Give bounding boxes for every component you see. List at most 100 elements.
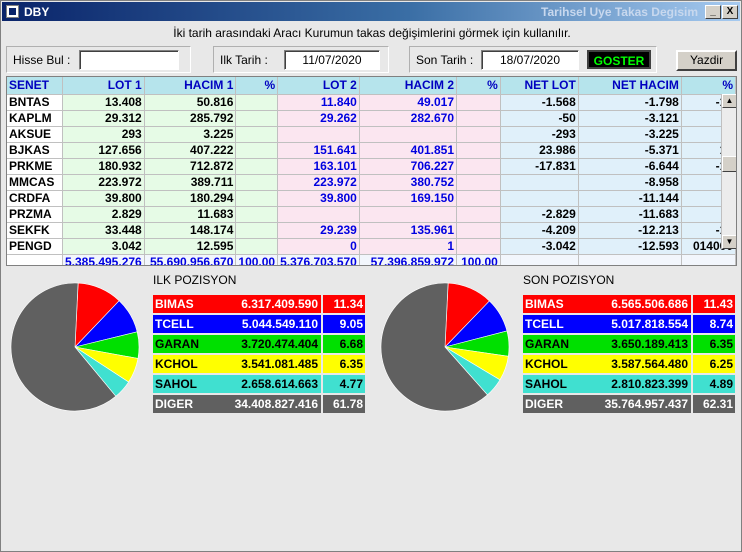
table-row[interactable]: SEKFK 33.448 148.174 29.239 135.961 -4.209 -12… [7,222,736,239]
table-header-row: SENET LOT 1 HACIM 1% LOT 2 HACIM 2% NET LOT NE… [7,77,736,95]
position-title: SON POZISYON [523,273,615,287]
yazdir-button[interactable]: Yazdir [676,50,737,71]
position-percent: 9.05 [323,315,365,333]
total-cell: 57.396.859.972 [359,254,458,265]
table-row[interactable]: BJKAS 127.656 407.222 151.641 401.851 23.986-… [7,142,736,159]
position-percent: 62.31 [693,395,735,413]
table-cell: 3.225 [144,126,237,143]
table-cell [456,190,501,207]
table-cell [235,190,279,207]
ilk-tarih-group [213,46,389,73]
position-value: 2.810.823.399 [523,375,691,393]
title-bar[interactable]: DBY Tarihsel Uye Takas Degisim _ X [2,2,740,21]
scroll-up-icon[interactable]: ▲ [722,94,736,108]
table-cell [500,190,579,207]
hisse-search-input[interactable] [79,50,179,70]
table-cell: 1 [359,238,458,255]
table-cell: 148.174 [144,222,237,239]
position-row: 6.317.409.590 BIMAS 11.34 [153,295,365,313]
position-percent: 4.77 [323,375,365,393]
scroll-down-icon[interactable]: ▼ [722,235,736,249]
row-symbol: BNTAS [7,94,63,111]
position-symbol: GARAN [525,337,569,351]
ilk-pozisyon-panel: ILK POZISYON 6.317.409.590 BIMAS 11.34 5.044… [153,273,365,418]
column-header[interactable]: SENET [7,77,63,95]
position-value: 3.650.189.413 [523,335,691,353]
position-percent: 11.43 [693,295,735,313]
table-cell: -17.831 [500,158,579,175]
position-percent: 8.74 [693,315,735,333]
table-cell [359,126,458,143]
table-cell: 389.711 [144,174,237,191]
scroll-thumb[interactable] [722,156,736,172]
table-cell [235,206,279,223]
goster-button[interactable]: GOSTER [587,50,651,69]
table-cell: 33.448 [62,222,145,239]
position-symbol: SAHOL [155,377,197,391]
ilk-pozisyon-pie-chart [10,282,140,412]
close-button[interactable]: X [722,5,738,19]
column-header[interactable]: NET HACIM [578,77,682,95]
app-name: DBY [24,5,50,19]
position-value: 5.044.549.110 [153,315,321,333]
table-cell: -8.958 [578,174,682,191]
table-row[interactable]: BNTAS 13.408 50.816 11.840 49.017 -1.568 -1.79… [7,94,736,111]
ilk-tarih-field[interactable]: 11/07/2020 [284,50,380,70]
table-cell: 0 [277,238,360,255]
position-symbol: KCHOL [155,357,198,371]
table-row[interactable]: CRDFA 39.800 180.294 39.800 169.150 -11.144 [7,190,736,207]
position-row: 6.565.506.686 BIMAS 11.43 [523,295,735,313]
column-header[interactable]: HACIM 1 [144,77,237,95]
table-cell: 293 [62,126,145,143]
table-cell [456,174,501,191]
row-symbol: CRDFA [7,190,63,207]
table-row[interactable]: AKSUE 293 3.225 -293 -3.225 [7,126,736,143]
total-cell: 100,00 [235,254,279,265]
column-header[interactable]: LOT 1 [62,77,145,95]
position-symbol: DIGER [525,397,564,411]
table-cell [277,126,360,143]
table-cell: 3.042 [62,238,145,255]
position-symbol: TCELL [155,317,194,331]
position-row: 3.650.189.413 GARAN 6.35 [523,335,735,353]
table-row[interactable]: PENGD 3.042 12.595 0 1 -3.042 -12.593 014000 [7,238,736,255]
table-cell: 29.262 [277,110,360,127]
position-value: 34.408.827.416 [153,395,321,413]
table-scrollbar[interactable]: ▲ ▼ [721,94,736,249]
table-cell [235,110,279,127]
table-row[interactable]: KAPLM 29.312 285.792 29.262 282.670 -50 -3.121… [7,110,736,127]
table-row[interactable]: PRKME 180.932 712.872 163.101 706.227 -17.831… [7,158,736,175]
column-header[interactable]: HACIM 2 [359,77,458,95]
total-cell [7,254,63,265]
position-row: 5.017.818.554 TCELL 8.74 [523,315,735,333]
table-cell: 285.792 [144,110,237,127]
table-cell [456,222,501,239]
hisse-group [6,46,191,73]
table-cell [235,158,279,175]
column-header[interactable]: % [235,77,279,95]
table-cell [456,142,501,159]
son-pozisyon-panel: SON POZISYON 6.565.506.686 BIMAS 11.43 5.017… [523,273,735,418]
position-value: 6.317.409.590 [153,295,321,313]
position-title: ILK POZISYON [153,273,237,287]
son-tarih-field[interactable]: 18/07/2020 [481,50,579,70]
total-cell: 55.690.956.670 [144,254,237,265]
position-row: 3.541.081.485 KCHOL 6.35 [153,355,365,373]
table-cell: -6.644 [578,158,682,175]
column-header[interactable]: LOT 2 [277,77,360,95]
table-cell: 49.017 [359,94,458,111]
table-row[interactable]: MMCAS 223.972 389.711 223.972 380.752 -8.958 [7,174,736,191]
column-header[interactable]: % [681,77,736,95]
column-header[interactable]: % [456,77,501,95]
table-cell [456,206,501,223]
table-cell: 29.312 [62,110,145,127]
column-header[interactable]: NET LOT [500,77,579,95]
table-row[interactable]: PRZMA 2.829 11.683 -2.829 -11.683 [7,206,736,223]
minimize-button[interactable]: _ [705,5,721,19]
row-symbol: PRZMA [7,206,63,223]
position-percent: 6.25 [693,355,735,373]
total-cell [500,254,579,265]
position-row: 34.408.827.416 DIGER 61.78 [153,395,365,413]
table-cell: 39.800 [62,190,145,207]
position-symbol: BIMAS [525,297,564,311]
